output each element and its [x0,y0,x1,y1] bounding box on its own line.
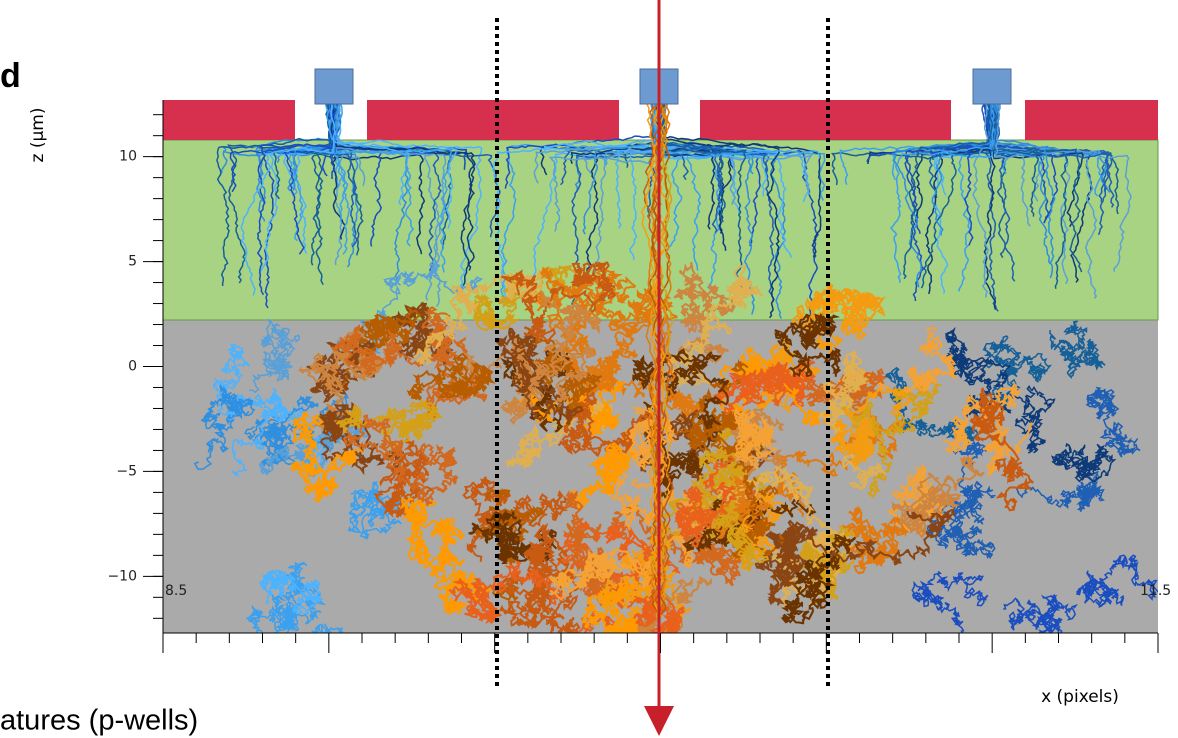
p-well [1025,100,1158,140]
x-axis-label: x (pixels) [1041,687,1119,707]
y-tick-label: −10 [107,568,137,584]
y-tick-label: −5 [116,463,137,479]
p-well [367,100,619,140]
caption: atures (p-wells) [0,705,198,737]
collection-electrode [973,69,1011,104]
p-well [163,100,295,140]
p-well [700,100,951,140]
y-tick-label: 5 [128,254,137,270]
y-axis-label: z (µm) [28,108,48,163]
y-tick-label: 10 [119,149,137,165]
track-arrowhead [644,706,674,736]
panel-label: d [0,57,21,95]
y-tick-label: 0 [128,359,137,375]
x-range-label: 8.5 [165,583,187,599]
figure: d atures (p-wells) x (pixels) z (µm) 8.5… [0,0,1178,738]
collection-electrode [315,69,353,104]
x-range-label: 11.5 [1140,583,1171,599]
implants [315,69,1011,104]
